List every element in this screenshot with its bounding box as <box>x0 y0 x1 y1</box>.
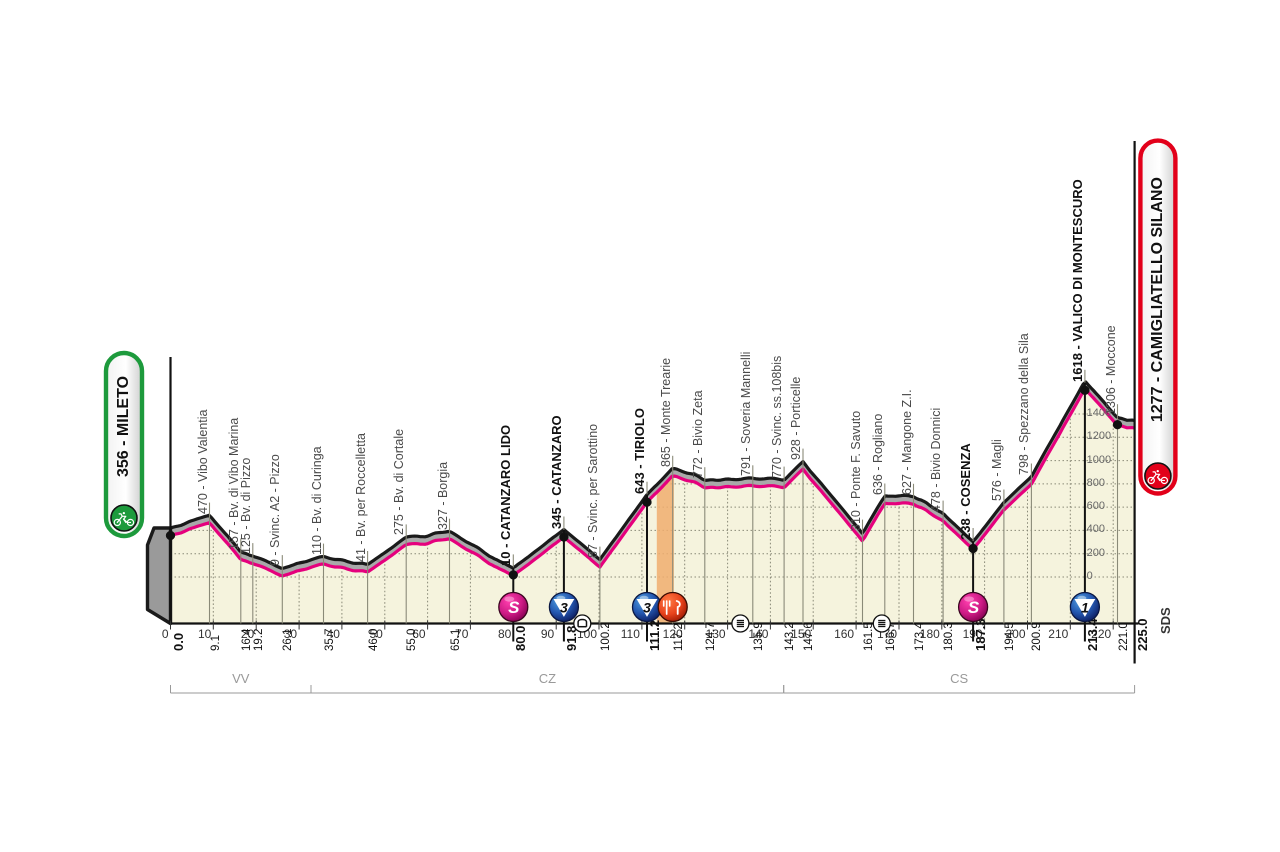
svg-text:S: S <box>508 598 520 617</box>
svg-text:S: S <box>968 598 980 617</box>
svg-text:1: 1 <box>1081 600 1089 616</box>
svg-text:3: 3 <box>643 600 651 616</box>
svg-text:3: 3 <box>560 600 568 616</box>
